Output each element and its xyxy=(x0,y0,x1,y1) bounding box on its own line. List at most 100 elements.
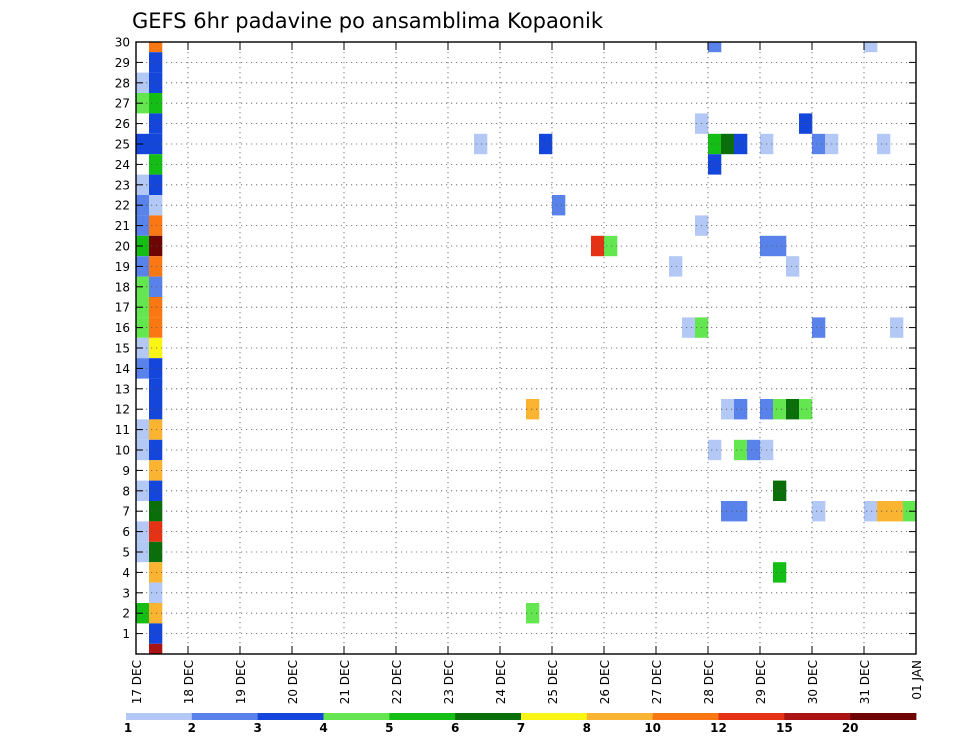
heatmap-cell xyxy=(149,256,163,277)
heatmap-cell xyxy=(799,399,813,420)
x-tick-label: 28 DEC xyxy=(702,660,716,704)
heatmap-cell xyxy=(149,72,163,93)
heatmap-cell xyxy=(812,317,826,338)
x-tick-label: 22 DEC xyxy=(390,660,404,704)
heatmap-cell xyxy=(877,501,891,522)
colorbar-label: 1 xyxy=(124,721,132,735)
colorbar-swatch xyxy=(586,713,654,720)
heatmap-cell xyxy=(149,195,163,216)
y-tick-label: 7 xyxy=(122,505,130,519)
y-tick-label: 14 xyxy=(115,362,130,376)
x-tick-label: 17 DEC xyxy=(130,660,144,704)
colorbar-swatch xyxy=(389,713,456,720)
heatmap-cell xyxy=(149,42,163,53)
heatmap-cell xyxy=(552,195,566,216)
heatmap-cell xyxy=(149,276,163,297)
heatmap-cell xyxy=(149,582,163,603)
heatmap-cell xyxy=(591,235,605,257)
heatmap-cell xyxy=(149,378,163,399)
heatmap-cell xyxy=(708,133,722,155)
heatmap-cell xyxy=(149,643,163,654)
heatmap-cell xyxy=(149,174,163,195)
x-tick-label: 01 JAN xyxy=(910,660,924,700)
heatmap-cell xyxy=(149,399,163,420)
x-tick-label: 29 DEC xyxy=(754,660,768,704)
colorbar-label: 3 xyxy=(253,721,261,735)
heatmap-cell xyxy=(149,154,163,175)
heatmap-cell xyxy=(708,154,722,175)
x-tick-label: 21 DEC xyxy=(338,660,352,704)
y-tick-label: 5 xyxy=(122,546,130,560)
heatmap-cell xyxy=(773,562,787,583)
colorbar-label: 15 xyxy=(776,721,793,735)
heatmap-cell xyxy=(864,42,878,53)
colorbar-swatch xyxy=(126,713,193,720)
x-tick-label: 20 DEC xyxy=(286,660,300,704)
x-tick-label: 18 DEC xyxy=(182,660,196,704)
heatmap-cell xyxy=(149,460,163,481)
y-tick-label: 19 xyxy=(115,260,130,274)
heatmap-cells xyxy=(136,42,917,654)
colorbar-swatch xyxy=(323,713,390,720)
colorbar-swatch xyxy=(521,713,588,720)
heatmap-cell xyxy=(149,317,163,338)
heatmap-cell xyxy=(734,399,748,420)
heatmap-cell xyxy=(812,133,826,155)
heatmap-cell xyxy=(149,480,163,501)
y-tick-label: 1 xyxy=(122,627,130,641)
y-tick-label: 29 xyxy=(115,56,130,70)
colorbar-swatch xyxy=(191,713,259,720)
x-tick-label: 27 DEC xyxy=(650,660,664,704)
heatmap-cell xyxy=(877,133,891,155)
x-tick-label: 30 DEC xyxy=(806,660,820,704)
y-tick-label: 26 xyxy=(115,117,130,131)
heatmap-cell xyxy=(721,501,735,522)
y-axis: 1234567891011121314151617181920212223242… xyxy=(115,36,916,641)
x-tick-label: 31 DEC xyxy=(858,660,872,704)
heatmap-cell xyxy=(682,317,696,338)
y-tick-label: 9 xyxy=(122,464,130,478)
heatmap-cell xyxy=(734,439,748,461)
y-tick-label: 2 xyxy=(122,607,130,621)
heatmap-cell xyxy=(149,603,163,624)
y-tick-label: 12 xyxy=(115,403,130,417)
heatmap-cell xyxy=(149,113,163,134)
y-tick-label: 18 xyxy=(115,280,130,294)
heatmap-cell xyxy=(526,603,540,624)
heatmap-cell xyxy=(149,501,163,522)
y-tick-label: 24 xyxy=(115,158,130,172)
y-tick-label: 11 xyxy=(115,423,130,437)
y-tick-label: 17 xyxy=(115,301,130,315)
x-axis: 17 DEC 18 DEC 19 DEC 20 DEC 21 DEC 22 DEC 23 D… xyxy=(130,42,924,704)
heatmap-cell xyxy=(149,521,163,542)
heatmap-cell xyxy=(708,42,722,53)
colorbar-label: 20 xyxy=(842,721,859,735)
chart-title: GEFS 6hr padavine po ansamblima Kopaonik xyxy=(132,9,604,33)
heatmap-cell xyxy=(812,501,826,522)
x-tick-label: 25 DEC xyxy=(546,660,560,704)
heatmap-cell xyxy=(474,133,488,155)
colorbar-label: 8 xyxy=(583,721,591,735)
heatmap-cell xyxy=(149,215,163,236)
y-tick-label: 15 xyxy=(115,342,130,356)
heatmap-cell xyxy=(786,399,800,420)
colorbar-label: 6 xyxy=(451,721,459,735)
heatmap-cell xyxy=(721,399,735,420)
x-tick-label: 23 DEC xyxy=(442,660,456,704)
colorbar-swatch xyxy=(257,713,324,720)
heatmap-cell xyxy=(773,235,787,257)
heatmap-cell xyxy=(149,93,163,114)
heatmap-cell xyxy=(149,52,163,73)
y-tick-label: 28 xyxy=(115,76,130,90)
heatmap-cell xyxy=(149,235,163,257)
heatmap-cell xyxy=(799,113,813,134)
heatmap-cell xyxy=(786,256,800,277)
y-tick-label: 13 xyxy=(115,382,130,396)
y-tick-label: 10 xyxy=(115,444,130,458)
heatmap-cell xyxy=(773,480,787,501)
heatmap-cell xyxy=(149,623,163,644)
y-tick-label: 23 xyxy=(115,178,130,192)
colorbar-label: 12 xyxy=(710,721,727,735)
colorbar-swatch xyxy=(784,713,851,720)
colorbar-swatch xyxy=(652,713,719,720)
